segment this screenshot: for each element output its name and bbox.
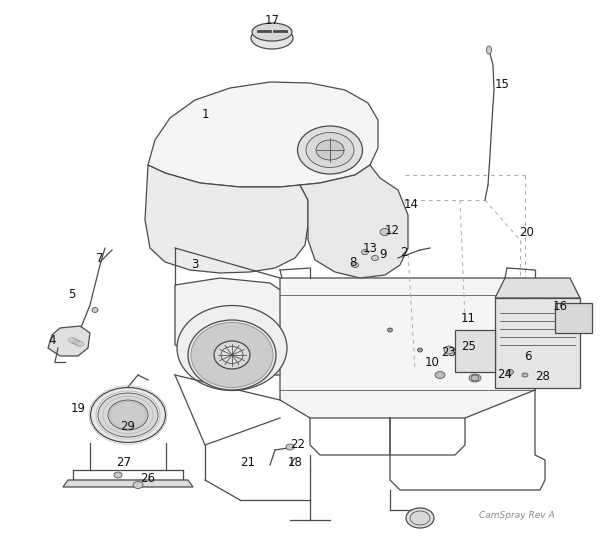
Ellipse shape <box>133 481 143 488</box>
Polygon shape <box>495 298 580 388</box>
Ellipse shape <box>98 393 158 437</box>
Text: 7: 7 <box>96 251 104 264</box>
Ellipse shape <box>298 126 362 174</box>
Ellipse shape <box>108 400 148 430</box>
Text: 22: 22 <box>290 438 305 451</box>
Ellipse shape <box>251 27 293 49</box>
Ellipse shape <box>286 444 294 450</box>
Polygon shape <box>495 278 580 298</box>
Ellipse shape <box>91 388 166 442</box>
Ellipse shape <box>418 348 422 352</box>
Ellipse shape <box>252 23 292 41</box>
Text: 16: 16 <box>553 300 568 313</box>
Text: 25: 25 <box>461 340 476 353</box>
Text: 19: 19 <box>71 402 86 415</box>
Text: 15: 15 <box>494 79 509 92</box>
Ellipse shape <box>306 132 354 167</box>
Text: 20: 20 <box>520 225 535 238</box>
Ellipse shape <box>92 307 98 313</box>
Ellipse shape <box>114 472 122 478</box>
Text: 12: 12 <box>385 223 400 236</box>
Text: 9: 9 <box>379 248 387 261</box>
Polygon shape <box>148 82 378 187</box>
Text: 27: 27 <box>116 455 131 468</box>
Text: 3: 3 <box>191 259 199 272</box>
Ellipse shape <box>361 249 368 255</box>
Ellipse shape <box>177 306 287 390</box>
Ellipse shape <box>214 341 250 369</box>
Text: 10: 10 <box>425 356 439 369</box>
Polygon shape <box>455 330 495 372</box>
Ellipse shape <box>406 508 434 528</box>
Text: 8: 8 <box>349 255 356 268</box>
Polygon shape <box>48 326 90 356</box>
Text: 13: 13 <box>362 242 377 255</box>
Text: 18: 18 <box>287 455 302 468</box>
Ellipse shape <box>380 229 390 236</box>
Text: 2: 2 <box>400 247 408 260</box>
Text: 5: 5 <box>68 288 76 301</box>
Polygon shape <box>300 165 408 278</box>
Text: CamSpray Rev A: CamSpray Rev A <box>479 511 555 520</box>
Text: 1: 1 <box>201 108 209 121</box>
Ellipse shape <box>471 375 479 381</box>
Polygon shape <box>555 303 592 333</box>
Text: 24: 24 <box>497 369 512 382</box>
Ellipse shape <box>388 328 392 332</box>
Ellipse shape <box>352 262 359 268</box>
Ellipse shape <box>410 511 430 525</box>
Ellipse shape <box>469 374 481 382</box>
Ellipse shape <box>435 371 445 378</box>
Ellipse shape <box>506 370 514 375</box>
Ellipse shape <box>188 320 276 390</box>
Ellipse shape <box>522 373 528 377</box>
Polygon shape <box>280 278 535 418</box>
Text: 23: 23 <box>442 345 457 358</box>
Text: 28: 28 <box>536 371 550 384</box>
Text: 11: 11 <box>461 313 476 326</box>
Polygon shape <box>145 165 308 273</box>
Text: 21: 21 <box>241 455 256 468</box>
Text: 29: 29 <box>121 421 136 434</box>
Text: 6: 6 <box>524 350 532 363</box>
Ellipse shape <box>444 346 454 354</box>
Ellipse shape <box>371 255 379 261</box>
Text: 26: 26 <box>140 472 155 485</box>
Text: 17: 17 <box>265 14 280 27</box>
Ellipse shape <box>191 322 273 388</box>
Ellipse shape <box>221 346 243 364</box>
Text: 4: 4 <box>48 333 56 346</box>
Ellipse shape <box>487 46 491 54</box>
Text: 14: 14 <box>404 197 419 210</box>
Polygon shape <box>175 278 310 375</box>
Polygon shape <box>63 480 193 487</box>
Ellipse shape <box>316 140 344 160</box>
